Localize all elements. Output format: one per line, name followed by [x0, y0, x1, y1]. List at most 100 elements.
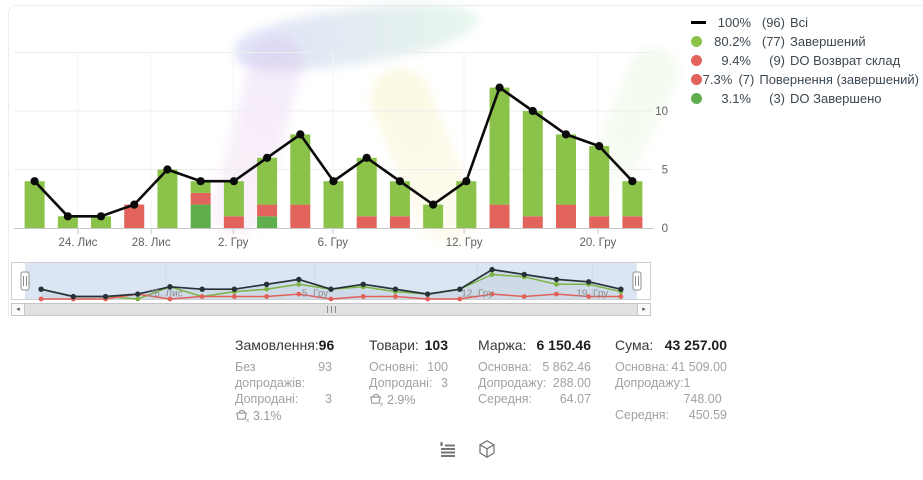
bar-segment[interactable]: [190, 204, 211, 228]
stat-sub-label: Допродані:: [369, 376, 433, 390]
legend-item-2[interactable]: 80.2% (77) Завершений: [691, 32, 919, 51]
line-point[interactable]: [229, 177, 238, 186]
stat-total-value: 96: [318, 337, 335, 353]
line-point[interactable]: [296, 130, 305, 139]
bar-segment[interactable]: [157, 169, 178, 229]
stat-sub-row: Основна: 41 509.00: [615, 359, 727, 375]
bar-segment[interactable]: [423, 204, 444, 228]
line-point[interactable]: [163, 165, 172, 174]
series-dot-marker-icon: [691, 93, 702, 104]
chart-navigator-minimap[interactable]: 28. Лис 5. Гру 12. Гру 19. Гру: [11, 262, 651, 306]
stat-title: Товари:: [369, 337, 419, 353]
legend-percent: 80.2%: [714, 34, 751, 49]
scrollbar-left-arrow[interactable]: ◂: [11, 303, 25, 316]
line-point[interactable]: [561, 130, 571, 139]
bar-segment[interactable]: [124, 204, 145, 228]
bar-segment[interactable]: [223, 181, 244, 217]
line-point[interactable]: [329, 177, 338, 186]
bar-segment[interactable]: [589, 216, 610, 228]
stacked-bars[interactable]: [24, 87, 643, 229]
basket-x-icon: x: [236, 409, 250, 424]
stat-sub-label: Допродані:: [235, 392, 299, 406]
navigator-date-label: 5. Гру: [302, 289, 328, 300]
bar-segment[interactable]: [389, 181, 410, 217]
bar-segment[interactable]: [24, 181, 45, 228]
bar-segment[interactable]: [290, 204, 311, 228]
scrollbar-right-arrow[interactable]: ▸: [637, 303, 651, 316]
stat-sub-label: Допродажу:: [615, 376, 684, 390]
bar-segment[interactable]: [257, 204, 278, 217]
y-axis-label: 10: [655, 106, 668, 118]
legend-item-5[interactable]: 3.1% (3) DO Завершено: [691, 89, 919, 108]
basket-x-icon: x: [370, 393, 384, 408]
x-axis-label: 6. Гру: [318, 237, 349, 249]
legend-item-3[interactable]: 9.4% (9) DO Возврат склад: [691, 51, 919, 70]
stat-sub-row: Допродані: 3: [369, 375, 448, 391]
products-view-button[interactable]: [475, 437, 499, 461]
stat-sub-row: Без допродажів: 93: [235, 359, 332, 391]
line-point[interactable]: [628, 177, 637, 186]
line-point[interactable]: [63, 212, 72, 221]
legend-item-1[interactable]: 100% (96) Всі: [691, 13, 919, 32]
line-point[interactable]: [30, 177, 39, 186]
bar-segment[interactable]: [257, 216, 278, 228]
bar-segment[interactable]: [257, 157, 278, 205]
scrollbar-thumb[interactable]: [25, 304, 637, 315]
series-dot-marker-icon: [691, 74, 702, 85]
main-stacked-bar-chart[interactable]: 24. Лис 28. Лис 2. Гру 6. Гру 12. Гру 20. Гру…: [11, 6, 673, 258]
bar-segment[interactable]: [389, 216, 410, 228]
bar-segment[interactable]: [190, 181, 211, 193]
line-point[interactable]: [429, 200, 438, 209]
line-point[interactable]: [595, 142, 604, 151]
line-point[interactable]: [462, 177, 471, 186]
stat-sub-row: Середня: 64.07: [478, 391, 591, 407]
stat-sub-value: 41 509.00: [671, 360, 727, 374]
bar-segment[interactable]: [290, 134, 311, 205]
line-point[interactable]: [262, 153, 272, 162]
bar-segment[interactable]: [323, 181, 344, 228]
stat-title: Маржа:: [478, 337, 527, 353]
line-point[interactable]: [395, 177, 405, 186]
x-axis-label: 28. Лис: [132, 237, 171, 249]
bar-segment[interactable]: [91, 216, 112, 228]
line-point[interactable]: [130, 200, 139, 209]
stat-sub-value: 3: [441, 376, 448, 390]
navigator-selected-range[interactable]: [25, 263, 637, 299]
line-point[interactable]: [196, 177, 205, 186]
bar-segment[interactable]: [555, 134, 576, 205]
stat-column-1: Замовлення: 96 Без допродажів: 93 Допродані:…: [235, 337, 335, 424]
horizontal-scrollbar[interactable]: ◂ ▸: [11, 303, 651, 316]
legend-item-4[interactable]: 7.3% (7) Повернення (завершений): [691, 70, 919, 89]
line-point[interactable]: [362, 153, 371, 162]
bar-segment[interactable]: [622, 216, 643, 228]
line-point[interactable]: [528, 106, 537, 116]
stat-total-value: 43 257.00: [664, 337, 727, 353]
list-view-button[interactable]: [436, 437, 460, 461]
x-axis-label: 20. Гру: [579, 237, 616, 249]
bar-segment[interactable]: [223, 216, 244, 228]
stat-sub-label: Основні:: [369, 360, 419, 374]
bar-segment[interactable]: [356, 216, 377, 228]
legend-label: Всі: [790, 15, 809, 30]
bar-segment[interactable]: [57, 216, 78, 228]
bar-segment[interactable]: [622, 181, 643, 217]
bar-segment[interactable]: [589, 146, 610, 217]
bar-segment[interactable]: [522, 111, 543, 217]
bar-segment[interactable]: [456, 181, 477, 228]
navigator-left-handle[interactable]: [20, 271, 30, 291]
navigator-right-handle[interactable]: [632, 271, 642, 291]
bar-segment[interactable]: [190, 192, 211, 205]
stat-sub-value: 93: [318, 360, 332, 374]
legend-count: (77): [761, 34, 785, 49]
bar-segment[interactable]: [555, 204, 576, 228]
bar-segment[interactable]: [489, 87, 510, 205]
line-point[interactable]: [96, 212, 106, 221]
line-point[interactable]: [495, 83, 504, 92]
bar-segment[interactable]: [356, 157, 377, 217]
stat-sub-row: Допродажу: 288.00: [478, 375, 591, 391]
svg-text:x: x: [380, 401, 384, 408]
bar-segment[interactable]: [522, 216, 543, 228]
series-dot-marker-icon: [691, 55, 702, 66]
scrollbar-track[interactable]: [25, 303, 637, 316]
bar-segment[interactable]: [489, 204, 510, 228]
